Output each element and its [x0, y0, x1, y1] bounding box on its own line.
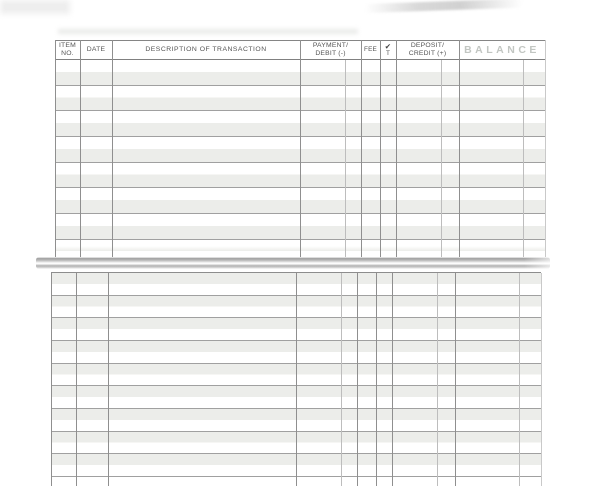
column-divider-line [51, 273, 52, 486]
header-item-no: ITEM NO. [55, 41, 80, 59]
header-payment-line1: PAYMENT/ [312, 41, 349, 49]
header-deposit-line2: CREDIT (+) [408, 50, 447, 57]
table-right-edge-line [541, 273, 542, 486]
header-item-no-line1: ITEM [58, 41, 77, 49]
column-divider-line [300, 40, 301, 258]
header-item-no-line2: NO. [61, 50, 74, 57]
column-divider-line [80, 40, 81, 258]
cents-divider-line [345, 60, 346, 258]
cents-divider-line [341, 273, 342, 486]
header-payment-debit: PAYMENT/ DEBIT (-) [300, 41, 361, 59]
column-divider-line [108, 273, 109, 486]
cents-divider-line [523, 60, 524, 258]
page-fold-binding-bar [36, 257, 550, 269]
header-fee-label: FEE [363, 46, 378, 54]
header-balance-label: BALANCE [464, 43, 540, 56]
register-table-top: ITEM NO. DATE DESCRIPTION OF TRANSACTION… [55, 40, 546, 258]
header-check-column: ✔ T [380, 41, 396, 59]
cents-divider-line [441, 60, 442, 258]
header-date-label: DATE [86, 45, 106, 53]
column-divider-line [455, 273, 456, 486]
column-divider-line [361, 40, 362, 258]
header-deposit-credit: DEPOSIT/ CREDIT (+) [396, 41, 459, 59]
header-check-t-label: T [385, 50, 391, 58]
column-divider-line [112, 40, 113, 258]
scan-smudge-above-header [58, 29, 358, 34]
scan-smudge-top-right [364, 0, 541, 14]
checkmark-icon: ✔ [384, 41, 392, 51]
header-balance: BALANCE [459, 41, 545, 59]
cents-divider-line [437, 273, 438, 486]
column-divider-line [357, 273, 358, 486]
cents-divider-line [519, 273, 520, 486]
scan-smudge-top-left [0, 0, 70, 14]
header-date: DATE [80, 41, 112, 59]
header-description-label: DESCRIPTION OF TRANSACTION [145, 45, 267, 53]
column-divider-line [76, 273, 77, 486]
header-fee: FEE [361, 41, 380, 59]
column-divider-line [296, 273, 297, 486]
column-divider-line [396, 40, 397, 258]
column-divider-line [380, 40, 381, 258]
column-divider-line [392, 273, 393, 486]
column-divider-line [55, 40, 56, 258]
header-payment-line2: DEBIT (-) [315, 50, 346, 57]
header-deposit-line1: DEPOSIT/ [410, 41, 445, 49]
header-description: DESCRIPTION OF TRANSACTION [112, 41, 300, 59]
column-divider-line [376, 273, 377, 486]
column-divider-line [459, 40, 460, 258]
register-table-bottom [51, 272, 542, 486]
table-right-edge-line [545, 40, 546, 258]
